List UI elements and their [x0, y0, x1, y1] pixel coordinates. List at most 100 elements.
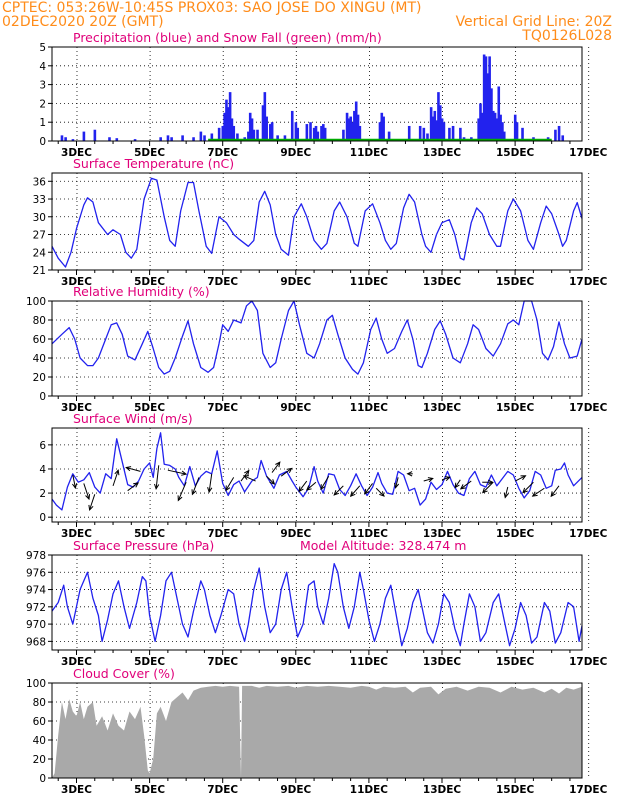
header-station-line: CPTEC: 053:26W-10:45S PROX03: SAO JOSE D…	[2, 0, 422, 16]
cloud-ytick-label-2: 40	[33, 735, 46, 747]
pres-ytick-label-4: 976	[26, 567, 46, 579]
precip-bar-41	[305, 124, 309, 141]
pres-frame	[51, 554, 583, 651]
wind-vector-32	[503, 486, 509, 499]
cloud-title: Cloud Cover (%)	[73, 666, 175, 681]
rh-ytick-label-4: 80	[33, 315, 46, 327]
header-model-id: TQ0126L028	[522, 28, 612, 44]
precip-bar-3	[82, 131, 86, 141]
precip-bar-50	[345, 112, 349, 141]
wind-xtick-label-4: 11DEC	[350, 528, 389, 540]
precip-bar-22	[230, 118, 234, 141]
precip-xtick-label-3: 9DEC	[280, 147, 311, 159]
precip-bar-90	[497, 86, 501, 141]
precip-bar-51	[347, 118, 351, 141]
precip-bar-39	[294, 122, 298, 141]
pres-panel: 3DEC 5DEC 7DEC 9DEC 11DEC 13DEC 15DEC 17DEC 968 9…	[26, 538, 608, 668]
pres-xtick-label-5: 13DEC	[423, 656, 462, 668]
precip-bar-37	[283, 135, 287, 141]
pres-xtick-label-4: 11DEC	[350, 656, 389, 668]
precip-ytick-label-1: 1	[39, 117, 46, 129]
rh-ytick-label-5: 100	[26, 296, 46, 308]
precip-bar-66	[429, 107, 433, 141]
precip-bar-76	[459, 127, 462, 141]
precip-bar-42	[309, 122, 312, 141]
cloud-area	[52, 685, 582, 778]
temp-panel: 3DEC 5DEC 7DEC 9DEC 11DEC 13DEC 15DEC 17DEC 21 24…	[33, 156, 608, 288]
wind-vector-26	[423, 477, 434, 483]
precip-bar-54	[353, 110, 356, 141]
precip-bar-29	[252, 129, 256, 141]
precip-bar-91	[499, 114, 502, 141]
pres-ytick-label-3: 974	[26, 585, 46, 597]
temp-ytick-label-0: 21	[33, 265, 46, 277]
temp-xtick-label-1: 5DEC	[134, 276, 165, 288]
precip-bar-60	[382, 116, 385, 141]
wind-vector-31	[481, 481, 494, 494]
precip-bar-23	[232, 125, 236, 141]
wind-vector-8	[177, 482, 187, 502]
wind-vector-0	[72, 474, 78, 490]
wind-vector-16	[280, 467, 293, 477]
precip-bar-24	[236, 133, 239, 141]
precip-bar-69	[435, 120, 438, 141]
precip-bar-12	[192, 137, 195, 141]
pres-ytick-label-1: 970	[26, 619, 46, 631]
precip-bar-16	[217, 127, 221, 141]
wind-ytick-label-0: 0	[39, 512, 46, 524]
precip-xtick-label-4: 11DEC	[350, 147, 389, 159]
precip-bar-89	[495, 118, 499, 141]
precip-panel: 3DEC 5DEC 7DEC 9DEC 11DEC 13DEC 15DEC 17DEC 0 1 2 3…	[39, 30, 607, 159]
pres-title: Surface Pressure (hPa)	[73, 538, 214, 553]
wind-ytick-label-1: 2	[39, 488, 46, 500]
wind-vector-13	[242, 475, 256, 482]
precip-bar-84	[486, 73, 490, 141]
precip-ytick-label-4: 4	[39, 61, 46, 73]
wind-vector-27	[441, 476, 451, 482]
wind-vector-21	[349, 485, 361, 498]
precip-xtick-label-5: 13DEC	[423, 147, 462, 159]
wind-xtick-label-6: 15DEC	[496, 528, 535, 540]
precip-xtick-label-6: 15DEC	[496, 147, 535, 159]
precip-bar-44	[314, 125, 318, 141]
rh-xtick-label-2: 7DEC	[207, 402, 238, 414]
precip-bar-47	[322, 124, 325, 141]
cloud-xtick-label-5: 13DEC	[423, 784, 462, 796]
header-grid-line-note: Vertical Grid Line: 20Z	[455, 14, 612, 30]
rh-xtick-label-5: 13DEC	[423, 402, 462, 414]
precip-bar-101	[561, 135, 565, 141]
precip-bar-95	[515, 122, 519, 141]
precip-bar-85	[488, 56, 491, 141]
precip-bar-94	[513, 114, 517, 141]
pres-ytick-label-2: 972	[26, 602, 46, 614]
pres-line	[51, 562, 583, 647]
precip-bar-35	[270, 122, 274, 141]
wind-vector-2	[88, 494, 96, 511]
precip-bar-53	[351, 122, 354, 141]
precip-bar-7	[133, 139, 137, 141]
precip-xtick-label-7: 17DEC	[569, 147, 608, 159]
precip-bar-81	[481, 112, 484, 141]
precip-bar-56	[356, 114, 360, 141]
wind-vector-25	[406, 471, 413, 477]
temp-title: Surface Temperature (nC)	[73, 156, 234, 171]
precip-bar-17	[221, 125, 225, 141]
precip-bar-88	[493, 112, 497, 141]
precip-bar-64	[422, 127, 426, 141]
rh-xtick-label-1: 5DEC	[134, 402, 165, 414]
pres-xtick-label-0: 3DEC	[61, 656, 92, 668]
rh-ytick-label-1: 20	[33, 372, 46, 384]
cloud-xtick-label-3: 9DEC	[280, 784, 311, 796]
wind-vector-17	[298, 480, 308, 493]
rh-ytick-label-3: 60	[33, 334, 46, 346]
wind-vector-3	[112, 469, 120, 487]
precip-bar-74	[448, 127, 451, 141]
precip-bar-70	[437, 92, 440, 141]
precip-bar-36	[276, 135, 279, 141]
precip-bar-75	[451, 125, 455, 141]
precip-bar-52	[349, 116, 353, 141]
precip-bar-68	[433, 110, 437, 141]
precip-bar-87	[491, 110, 495, 141]
precip-bar-6	[115, 138, 119, 141]
precip-bar-71	[438, 105, 442, 141]
